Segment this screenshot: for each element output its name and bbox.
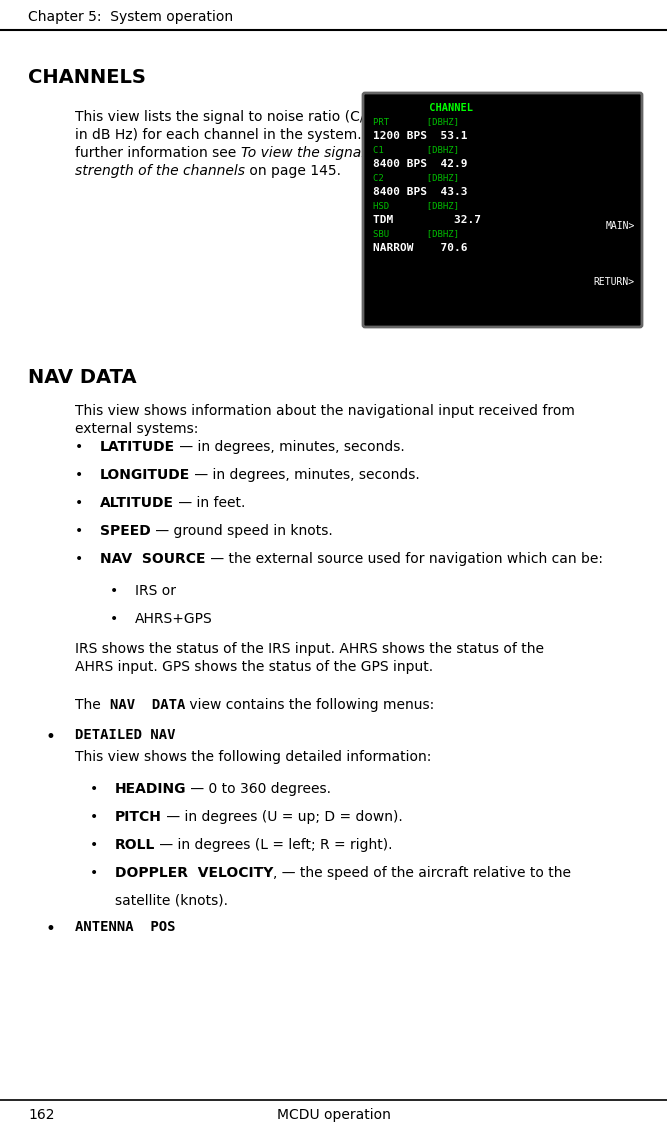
Text: This view shows the following detailed information:: This view shows the following detailed i… (75, 750, 432, 764)
Text: LONGITUDE: LONGITUDE (100, 468, 190, 483)
Text: SPEED: SPEED (100, 524, 151, 538)
Text: To view the signal: To view the signal (241, 146, 365, 160)
Text: •: • (75, 468, 83, 483)
Text: — 0 to 360 degrees.: — 0 to 360 degrees. (187, 782, 331, 796)
Text: ROLL: ROLL (115, 838, 155, 852)
Text: NAV  SOURCE: NAV SOURCE (100, 551, 205, 566)
Text: CHANNEL: CHANNEL (373, 103, 473, 113)
Text: NAV  DATA: NAV DATA (109, 698, 185, 712)
Text: •: • (90, 782, 98, 796)
Text: 1200 BPS  53.1: 1200 BPS 53.1 (373, 131, 468, 141)
Text: SBU       [DBHZ]: SBU [DBHZ] (373, 229, 459, 238)
Text: external systems:: external systems: (75, 421, 198, 436)
Text: IRS shows the status of the IRS input. AHRS shows the status of the: IRS shows the status of the IRS input. A… (75, 642, 544, 657)
Text: •: • (90, 810, 98, 824)
Text: satellite (knots).: satellite (knots). (115, 894, 228, 909)
FancyBboxPatch shape (363, 93, 642, 327)
Text: 8400 BPS  42.9: 8400 BPS 42.9 (373, 159, 468, 170)
Text: 162: 162 (28, 1109, 55, 1122)
Text: view contains the following menus:: view contains the following menus: (185, 698, 434, 712)
Text: PRT       [DBHZ]: PRT [DBHZ] (373, 118, 459, 127)
Text: — in degrees, minutes, seconds.: — in degrees, minutes, seconds. (190, 468, 420, 483)
Text: AHRS input. GPS shows the status of the GPS input.: AHRS input. GPS shows the status of the … (75, 660, 433, 673)
Text: — in degrees (U = up; D = down).: — in degrees (U = up; D = down). (162, 810, 403, 824)
Text: further information see: further information see (75, 146, 241, 160)
Text: NARROW    70.6: NARROW 70.6 (373, 243, 468, 253)
Text: •: • (75, 440, 83, 454)
Text: •: • (90, 838, 98, 852)
Text: The: The (75, 698, 109, 712)
Text: MCDU operation: MCDU operation (277, 1109, 390, 1122)
Text: in dB Hz) for each channel in the system. For: in dB Hz) for each channel in the system… (75, 128, 388, 142)
Text: strength of the channels: strength of the channels (75, 164, 245, 179)
Text: •: • (45, 920, 55, 938)
Text: Chapter 5:  System operation: Chapter 5: System operation (28, 10, 233, 24)
Text: HSD       [DBHZ]: HSD [DBHZ] (373, 201, 459, 210)
Text: HEADING: HEADING (115, 782, 187, 796)
Text: •: • (45, 728, 55, 746)
Text: 8400 BPS  43.3: 8400 BPS 43.3 (373, 186, 468, 197)
Text: — ground speed in knots.: — ground speed in knots. (151, 524, 333, 538)
Text: TDM         32.7: TDM 32.7 (373, 215, 481, 225)
Text: DOPPLER  VELOCITY: DOPPLER VELOCITY (115, 866, 273, 880)
Text: — the external source used for navigation which can be:: — the external source used for navigatio… (205, 551, 602, 566)
Text: NAV DATA: NAV DATA (28, 368, 137, 386)
Text: This view lists the signal to noise ratio (C/No: This view lists the signal to noise rati… (75, 110, 384, 124)
Text: PITCH: PITCH (115, 810, 162, 824)
Text: •: • (90, 866, 98, 880)
Text: ANTENNA  POS: ANTENNA POS (75, 920, 175, 935)
Text: , — the speed of the aircraft relative to the: , — the speed of the aircraft relative t… (273, 866, 572, 880)
Text: — in degrees, minutes, seconds.: — in degrees, minutes, seconds. (175, 440, 405, 454)
Text: AHRS+GPS: AHRS+GPS (135, 612, 213, 626)
Text: on page 145.: on page 145. (245, 164, 341, 179)
Text: RETURN>: RETURN> (594, 277, 635, 287)
Text: DETAILED NAV: DETAILED NAV (75, 728, 175, 742)
Text: C1        [DBHZ]: C1 [DBHZ] (373, 145, 459, 154)
Text: MAIN>: MAIN> (606, 221, 635, 231)
Text: •: • (75, 524, 83, 538)
Text: This view shows information about the navigational input received from: This view shows information about the na… (75, 405, 575, 418)
Text: LATITUDE: LATITUDE (100, 440, 175, 454)
Text: •: • (110, 584, 118, 598)
Text: C2        [DBHZ]: C2 [DBHZ] (373, 173, 459, 182)
Text: — in degrees (L = left; R = right).: — in degrees (L = left; R = right). (155, 838, 393, 852)
Text: — in feet.: — in feet. (174, 496, 245, 510)
Text: •: • (110, 612, 118, 626)
Text: ALTITUDE: ALTITUDE (100, 496, 174, 510)
Text: •: • (75, 496, 83, 510)
Text: •: • (75, 551, 83, 566)
Text: CHANNELS: CHANNELS (28, 68, 146, 87)
Text: IRS or: IRS or (135, 584, 176, 598)
